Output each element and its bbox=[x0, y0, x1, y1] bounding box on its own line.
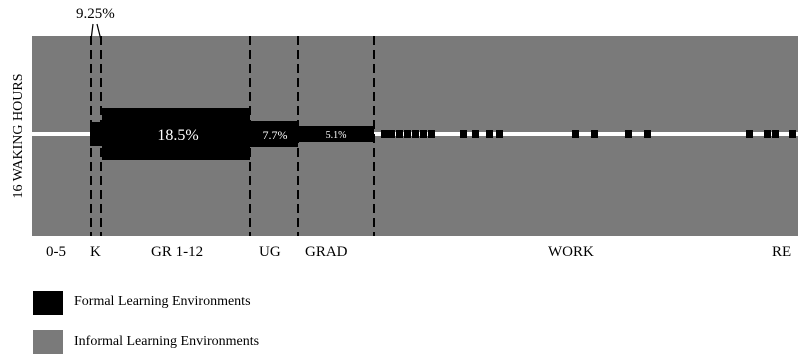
work-formal-dot bbox=[764, 130, 771, 138]
stage-label-ug: UG bbox=[259, 244, 281, 260]
legend-swatch-formal bbox=[33, 291, 63, 315]
work-formal-dot bbox=[772, 130, 779, 138]
bar-label-ug: 7.7% bbox=[263, 128, 288, 142]
stage-label-0-5: 0-5 bbox=[46, 244, 66, 260]
work-formal-dot bbox=[404, 130, 411, 138]
bar-label-grad: 5.1% bbox=[326, 130, 347, 141]
work-formal-dot bbox=[381, 130, 388, 138]
bar-label-gr: 18.5% bbox=[157, 127, 198, 144]
annotation-pointer-right bbox=[96, 23, 102, 41]
work-formal-dot bbox=[789, 130, 796, 138]
work-formal-dot bbox=[396, 130, 403, 138]
work-formal-dot bbox=[486, 130, 493, 138]
work-formal-dot bbox=[625, 130, 632, 138]
formal-bar-ug bbox=[250, 121, 298, 147]
stage-label-grad: GRAD bbox=[305, 244, 348, 260]
annotation-percent: 9.25% bbox=[76, 6, 115, 22]
stage-label-work: WORK bbox=[548, 244, 594, 260]
stage-label-gr-1-12: GR 1-12 bbox=[151, 244, 204, 260]
work-formal-dots bbox=[381, 130, 796, 138]
legend-label-informal: Informal Learning Environments bbox=[74, 334, 260, 349]
work-formal-dot bbox=[496, 130, 503, 138]
annotation-pointer-left bbox=[90, 23, 94, 41]
work-formal-dot bbox=[591, 130, 598, 138]
formal-bar-k bbox=[90, 122, 102, 146]
stage-label-re: RE bbox=[772, 244, 792, 260]
stage-label-k: K bbox=[90, 244, 101, 260]
work-formal-dot bbox=[428, 130, 435, 138]
stage-dividers bbox=[90, 36, 375, 236]
legend-swatch-informal bbox=[33, 330, 63, 354]
legend-label-formal: Formal Learning Environments bbox=[74, 294, 251, 309]
work-formal-dot bbox=[746, 130, 753, 138]
work-formal-dot bbox=[644, 130, 651, 138]
formal-bar-grad bbox=[298, 126, 374, 142]
work-formal-dot bbox=[420, 130, 427, 138]
work-formal-dot bbox=[472, 130, 479, 138]
work-formal-dot bbox=[412, 130, 419, 138]
formal-bar-gr-1-12 bbox=[102, 108, 250, 160]
work-formal-dot bbox=[388, 130, 395, 138]
y-axis-label: 16 WAKING HOURS bbox=[11, 74, 26, 199]
work-formal-dot bbox=[572, 130, 579, 138]
work-formal-dot bbox=[460, 130, 467, 138]
